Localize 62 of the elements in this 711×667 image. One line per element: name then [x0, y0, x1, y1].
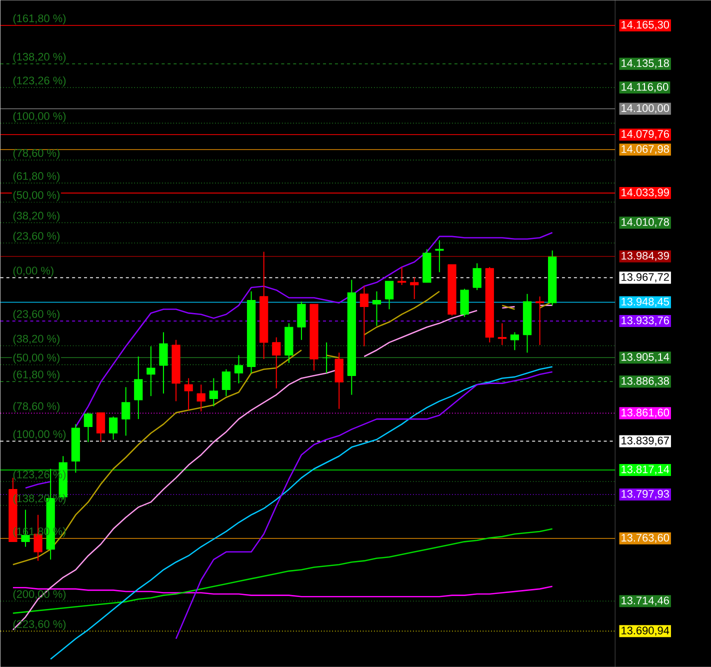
candlestick [196, 384, 206, 412]
y-tick-label: 13.763,60 [622, 534, 670, 543]
y-tick-label: 13.933,76 [622, 316, 669, 326]
y-tick-label: 14.165,30 [622, 20, 670, 30]
y-tick-label: 13.984,39 [622, 252, 669, 261]
candlestick [360, 286, 368, 347]
y-tick-label: 13.886,38 [622, 377, 669, 386]
candlestick [435, 240, 444, 273]
candlestick [84, 412, 93, 443]
y-tick-label: 13.690,94 [622, 626, 670, 636]
annotation: (123,26 %) [13, 76, 66, 87]
candlestick [472, 262, 482, 291]
candlestick [209, 378, 218, 407]
candlestick [108, 416, 118, 440]
candlestick [159, 332, 168, 394]
annotation: (61,80 %) [13, 172, 60, 182]
candlestick [184, 378, 193, 411]
y-tick-label: 13.861,60 [622, 408, 670, 418]
y-tick-label: 13.714,46 [622, 596, 669, 606]
candlestick [146, 346, 156, 397]
candlestick [96, 412, 106, 443]
candlestick [272, 336, 281, 389]
annotation: (78,60 %) [13, 402, 60, 412]
candlestick [498, 322, 506, 346]
annotation: (100,00 %) [13, 112, 66, 122]
annotation: (50,00 %) [13, 190, 60, 202]
annotation: (23,60 %) [13, 310, 60, 320]
y-tick-label: 13.839,67 [622, 436, 669, 446]
candlestick [122, 386, 130, 436]
annotation: (38,20 %) [13, 334, 60, 345]
annotation: (100,00 %) [13, 430, 66, 440]
y-tick-label: 14.135,18 [622, 59, 669, 68]
y-tick-label: 13.817,14 [622, 465, 670, 474]
annotation: (38,20 %) [13, 211, 60, 222]
y-tick-label: 14.100,00 [622, 104, 670, 114]
y-tick-label: 14.033,99 [622, 188, 669, 198]
candlestick [334, 352, 344, 410]
candlestick [410, 276, 419, 300]
y-tick-label: 13.948,45 [622, 298, 669, 307]
y-tick-label: 13.967,72 [622, 273, 669, 282]
y-tick-label: 14.079,76 [622, 130, 669, 140]
y-tick-label: 13.905,14 [622, 353, 670, 362]
candlestick [372, 290, 382, 326]
y-tick-label: 14.010,78 [622, 218, 669, 228]
annotation: (61,80 %) [13, 370, 60, 381]
annotation: (138,20 %) [13, 52, 66, 63]
candlestick [510, 332, 520, 351]
annotation: (23,60 %) [13, 232, 60, 242]
y-tick-label: 14.067,98 [622, 145, 669, 154]
annotation: (50,00 %) [13, 353, 60, 364]
annotation: (161,80 %) [13, 14, 66, 24]
y-tick-label: 14.116,60 [622, 83, 668, 92]
annotation: (78,60 %) [13, 148, 60, 160]
candlestick [234, 354, 244, 384]
candlestick [134, 356, 143, 420]
candlestick [384, 280, 394, 310]
annotation: (0,00 %) [13, 266, 54, 277]
candlestick [397, 266, 406, 286]
candlestick [297, 301, 306, 340]
candlestick [322, 342, 331, 374]
y-tick-label: 13.797,93 [622, 490, 669, 500]
candlestick [222, 368, 231, 397]
